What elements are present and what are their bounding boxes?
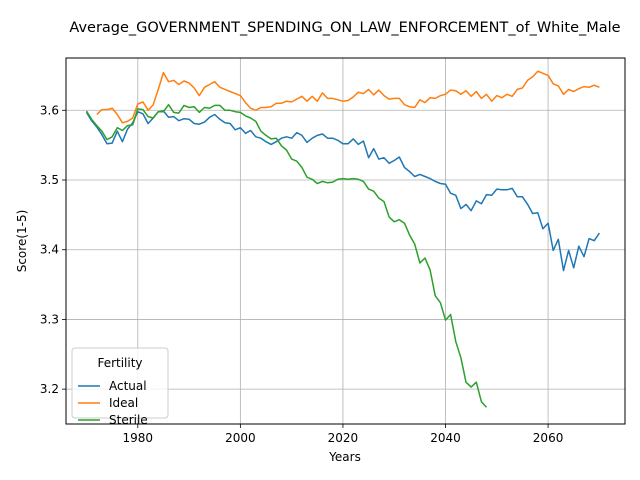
- x-axis-label: Years: [328, 450, 361, 464]
- y-tick-label: 3.6: [40, 103, 59, 117]
- legend-label-sterile: Sterile: [109, 413, 148, 427]
- x-tick-label: 2060: [533, 431, 564, 445]
- series-line-actual: [85, 110, 601, 272]
- x-tick-label: 1980: [123, 431, 154, 445]
- legend: Fertility Actual Ideal Sterile: [71, 347, 169, 427]
- legend-label-ideal: Ideal: [109, 396, 138, 410]
- y-tick-label: 3.3: [40, 312, 59, 326]
- x-tick-label: 2040: [430, 431, 461, 445]
- chart-title: Average_GOVERNMENT_SPENDING_ON_LAW_ENFOR…: [69, 20, 620, 36]
- y-tick-label: 3.2: [40, 382, 59, 396]
- series-lines: [85, 70, 601, 408]
- series-line-sterile: [85, 103, 488, 408]
- plot-frame: [65, 57, 626, 425]
- y-axis-label: Score(1-5): [15, 210, 29, 273]
- legend-title: Fertility: [97, 356, 142, 370]
- legend-label-actual: Actual: [109, 379, 147, 393]
- x-axis-ticks: 1980 2000 2020 2040 2060: [123, 424, 564, 445]
- y-tick-label: 3.5: [40, 173, 59, 187]
- x-tick-label: 2000: [225, 431, 256, 445]
- series-line-ideal: [96, 70, 600, 124]
- y-axis-ticks: 3.2 3.3 3.4 3.5 3.6: [40, 103, 66, 396]
- legend-box: [71, 347, 169, 419]
- grid: [66, 58, 625, 424]
- y-tick-label: 3.4: [40, 243, 59, 257]
- x-tick-label: 2020: [328, 431, 359, 445]
